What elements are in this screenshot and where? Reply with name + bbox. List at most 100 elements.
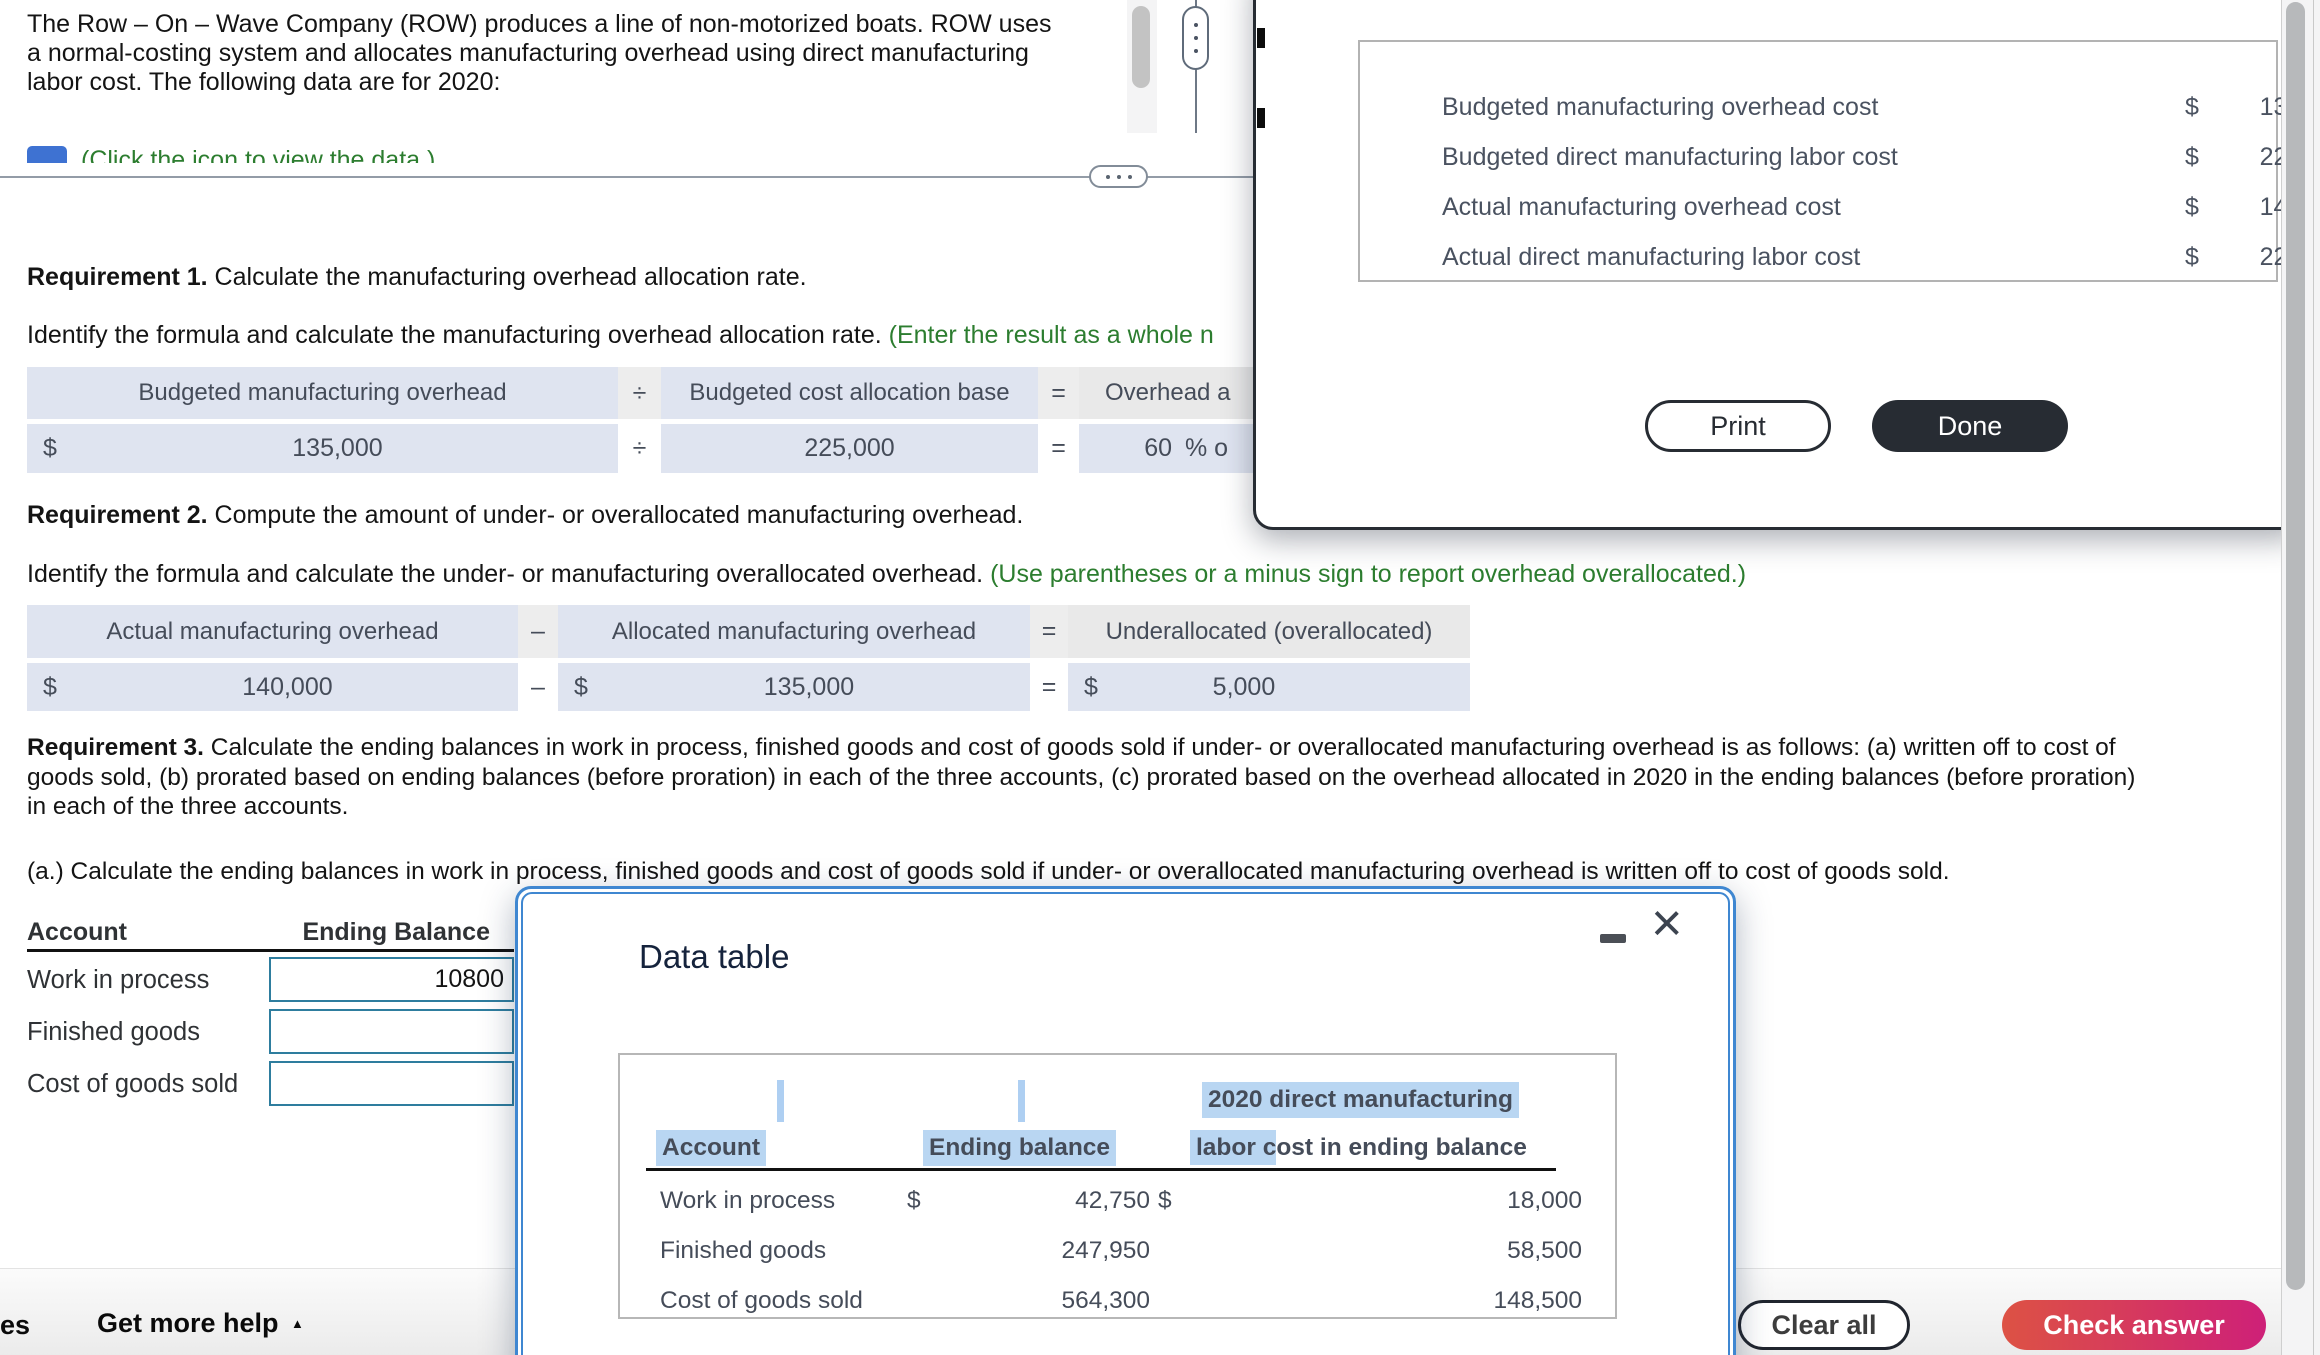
requirement1-text: Calculate the manufacturing overhead all… (207, 263, 807, 291)
get-more-help-button[interactable]: Get more help ▲ (97, 1308, 304, 1339)
ellipsis-icon (1091, 167, 1146, 186)
divider-ellipsis-handle[interactable] (1089, 165, 1148, 188)
section-divider (0, 176, 1254, 178)
modal-data-table: 2020 direct manufacturing Account Ending… (618, 1053, 1617, 1319)
req1-value-result[interactable]: 60 % o (1079, 424, 1262, 473)
close-icon[interactable]: × (1651, 893, 1683, 953)
row-ending-balance: 247,950 (1061, 1237, 1150, 1264)
cogs-input[interactable] (269, 1061, 514, 1106)
row-labor-cost: 58,500 (1507, 1237, 1582, 1264)
row-label: Work in process (660, 1187, 836, 1214)
answer-col-account: Account (27, 918, 127, 946)
pane-scrollbar-track[interactable] (1127, 0, 1157, 133)
currency-symbol: $ (43, 672, 57, 701)
modal-col-labor-cost: labor cost in ending balance (1190, 1130, 1527, 1166)
check-answer-button[interactable]: Check answer (2002, 1300, 2266, 1350)
req2-header-subtrahend: Allocated manufacturing overhead (558, 605, 1030, 658)
requirement2-heading: Requirement 2. Compute the amount of und… (27, 501, 1023, 530)
problem-line: a normal-costing system and allocates ma… (27, 39, 1029, 67)
requirement3-line2: goods sold, (b) prorated based on ending… (27, 763, 2136, 791)
row-ending-balance: 42,750 (1075, 1187, 1150, 1214)
selection-caret (777, 1080, 784, 1122)
req1-value-denominator[interactable]: 225,000 (661, 424, 1038, 473)
currency-symbol: $ (574, 672, 588, 701)
requirement3-paragraph: Requirement 3. Calculate the ending bala… (27, 733, 2135, 822)
currency-symbol: $ (2185, 192, 2199, 221)
req1-op1-sym: ÷ (632, 434, 647, 462)
row-label: Finished goods (660, 1237, 827, 1264)
row-labor-cost: 18,000 (1507, 1187, 1582, 1214)
modal-header-rule (646, 1168, 1556, 1171)
req1-v2: 225,000 (804, 434, 895, 462)
data-table-icon[interactable] (27, 146, 67, 163)
requirement2-label: Requirement 2. (27, 501, 208, 529)
requirement1-instruction: Identify the formula and calculate the m… (27, 321, 1214, 350)
clipped-text-fragment (1257, 28, 1265, 48)
req1-v1: 135,000 (292, 434, 383, 462)
popup-row-label: Actual manufacturing overhead cost (1442, 192, 1841, 221)
instruction-text: Identify the formula and calculate the u… (27, 560, 991, 588)
popup-row: Budgeted manufacturing overhead cost $ 1… (1442, 90, 2320, 124)
window-scrollbar-thumb[interactable] (2286, 2, 2305, 1290)
splitter-handle[interactable] (1182, 6, 1209, 70)
popup-row: Actual manufacturing overhead cost $ 140… (1442, 190, 2320, 224)
popup-row: Budgeted direct manufacturing labor cost… (1442, 140, 2320, 174)
clear-all-label: Clear all (1771, 1309, 1877, 1340)
clear-all-button[interactable]: Clear all (1738, 1300, 1910, 1350)
modal-col-account: Account (656, 1130, 766, 1166)
check-answer-label: Check answer (2043, 1309, 2225, 1340)
currency-symbol: $ (2185, 92, 2199, 121)
currency-symbol: $ (2185, 142, 2199, 171)
requirement3-line3: in each of the three accounts. (27, 793, 349, 820)
req1-header-op1: ÷ (618, 367, 661, 419)
minimize-icon[interactable] (1600, 934, 1626, 943)
req1-header-result: Overhead a (1079, 367, 1262, 419)
selection-caret (1018, 1080, 1025, 1122)
answer-row-label: Cost of goods sold (27, 1070, 239, 1098)
req1-header-numerator: Budgeted manufacturing overhead (27, 367, 618, 419)
data-table-modal: Data table × 2020 direct manufacturing A… (515, 886, 1736, 1355)
wip-balance-input[interactable] (269, 957, 514, 1002)
popup-row: Actual direct manufacturing labor cost $… (1442, 240, 2320, 274)
print-label: Print (1710, 410, 1766, 441)
currency-symbol: $ (43, 434, 57, 462)
req1-header-denominator: Budgeted cost allocation base (661, 367, 1038, 419)
currency-symbol: $ (2185, 242, 2199, 271)
modal-col-labor-cost-rest: ost in ending balance (1276, 1134, 1527, 1161)
problem-line: labor cost. The following data are for 2… (27, 68, 501, 96)
requirement2-text: Compute the amount of under- or overallo… (207, 501, 1024, 529)
table-row: Cost of goods sold 564,300 148,500 (620, 1287, 1615, 1321)
answer-row-label: Work in process (27, 966, 210, 994)
problem-statement: The Row – On – Wave Company (ROW) produc… (27, 10, 1051, 97)
table-row: Work in process $ 42,750 $ 18,000 (620, 1187, 1615, 1221)
req2-value-subtrahend[interactable]: $ 135,000 (558, 663, 1030, 711)
req2-value-result[interactable]: $ 5,000 (1068, 663, 1470, 711)
req2-header-op1: – (518, 605, 558, 658)
table-row: Finished goods 247,950 58,500 (620, 1237, 1615, 1271)
answer-row-label: Finished goods (27, 1018, 200, 1046)
req2-value-minuend[interactable]: $ 140,000 (27, 663, 518, 711)
window-scrollbar-track[interactable] (2281, 0, 2320, 1355)
popup-row-label: Budgeted direct manufacturing labor cost (1442, 142, 1898, 171)
finished-goods-input[interactable] (269, 1009, 514, 1054)
pane-scrollbar-thumb[interactable] (1132, 6, 1150, 88)
clipped-footer-label[interactable]: es (0, 1310, 31, 1340)
data-popup-table: Budgeted manufacturing overhead cost $ 1… (1358, 40, 2320, 282)
popup-row-label: Budgeted manufacturing overhead cost (1442, 92, 1879, 121)
modal-title: Data table (639, 938, 790, 975)
currency-symbol: $ (1084, 672, 1098, 701)
problem-line: The Row – On – Wave Company (ROW) produc… (27, 10, 1052, 38)
print-button[interactable]: Print (1645, 400, 1831, 452)
modal-col-labor-cost-hl: labor c (1190, 1130, 1277, 1165)
modal-col-ending-balance: Ending balance (923, 1130, 1117, 1166)
window-edge-line (2313, 0, 2314, 1355)
requirement3-label: Requirement 3. (27, 734, 204, 761)
req1-value-numerator[interactable]: $ 135,000 (27, 424, 618, 473)
row-labor-cost: 148,500 (1493, 1287, 1582, 1314)
req1-op2-sym: = (1051, 434, 1066, 462)
instruction-note: (Use parentheses or a minus sign to repo… (990, 560, 1747, 588)
answer-header-rule (27, 949, 514, 952)
done-button[interactable]: Done (1872, 400, 2068, 452)
req2-header-op2: = (1030, 605, 1068, 658)
